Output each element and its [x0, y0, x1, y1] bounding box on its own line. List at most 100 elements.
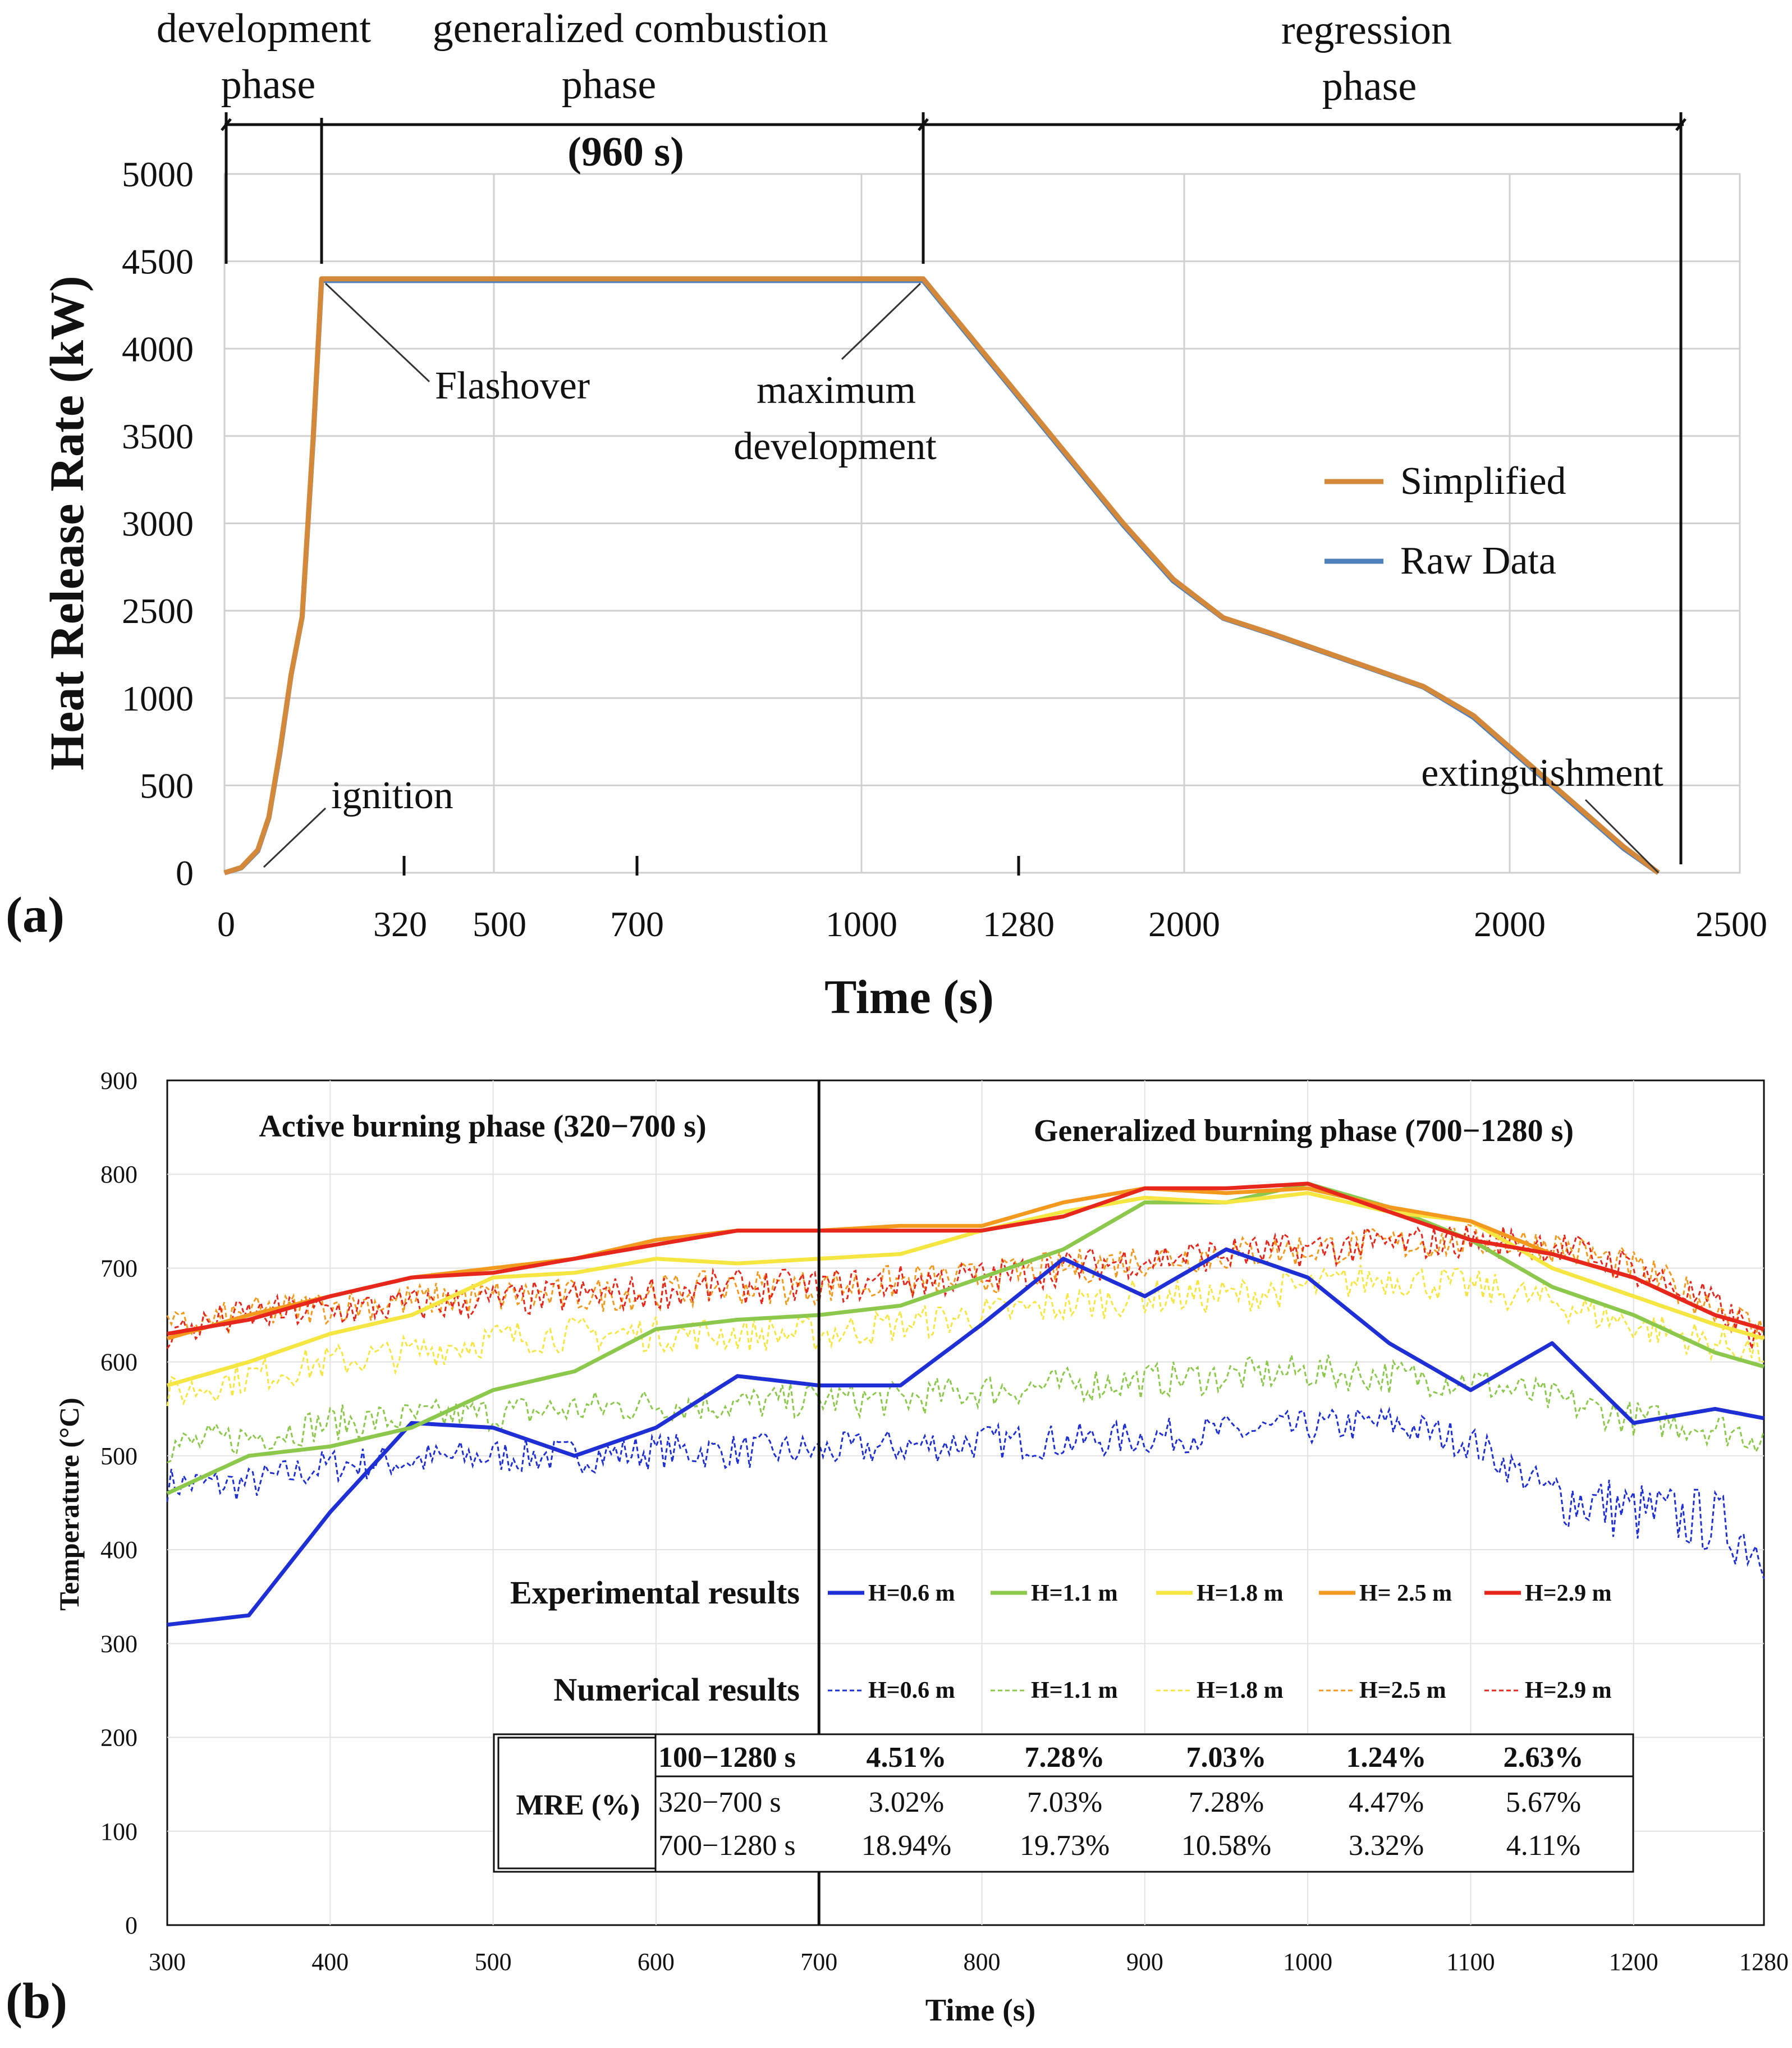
phase-generalized-line2: phase: [562, 62, 657, 108]
legend-experimental-title: Experimental results: [510, 1574, 800, 1611]
phase-generalized-duration: (960 s): [567, 129, 684, 175]
annotation-max-dev-1: maximum: [757, 369, 916, 412]
experimental-series-4: [167, 1181, 1764, 1336]
y-tick-label-a: 5000: [122, 154, 194, 194]
x-tick-label-b: 1200: [1609, 1948, 1658, 1976]
chart-b: 0 100 200 300 400 500 600 700 800 900 300 400 500 60…: [6, 1067, 1789, 2029]
x-tick-label-b: 1100: [1446, 1948, 1495, 1976]
numerical-series-2: [166, 1264, 1764, 1406]
x-tick-label-a: 2000: [1148, 904, 1220, 944]
numerical-series-4: [166, 1224, 1765, 1349]
chart-a-legend: Simplified Raw Data: [1324, 460, 1566, 583]
mre-cell: 19.73%: [1020, 1830, 1110, 1862]
legend-num-label: H=1.1 m: [1031, 1678, 1118, 1703]
legend-raw-label: Raw Data: [1400, 539, 1556, 583]
chart-a-y-axis-title: Heat Release Rate (kW): [40, 276, 94, 770]
y-tick-label-a: 4000: [122, 329, 194, 369]
mre-cell: 5.67%: [1506, 1786, 1581, 1818]
y-tick-label-b: 0: [125, 1912, 138, 1939]
experimental-series-0: [167, 1247, 1764, 1627]
legend-simplified-label: Simplified: [1400, 460, 1566, 503]
legend-exp-label: H=0.6 m: [868, 1580, 955, 1606]
phase-generalized-burning-label: Generalized burning phase (700−1280 s): [1034, 1114, 1574, 1148]
x-tick-label-b: 300: [149, 1948, 186, 1976]
y-tick-label-b: 100: [100, 1818, 138, 1845]
legend-numerical-title: Numerical results: [553, 1671, 800, 1708]
legend-num-label: H=2.5 m: [1359, 1678, 1446, 1703]
chart-a-phase-brackets: [221, 112, 1686, 864]
x-tick-label-a: 1280: [983, 904, 1055, 944]
y-tick-label-b: 800: [100, 1161, 138, 1188]
mre-period-label: 100−1280 s: [658, 1742, 796, 1774]
x-tick-label-a: 0: [217, 904, 235, 944]
chart-b-y-axis-title: Temperature (°C): [53, 1398, 85, 1611]
y-tick-label-b: 900: [100, 1067, 138, 1094]
mre-cell: 4.47%: [1349, 1786, 1424, 1818]
x-tick-label-a: 2000: [1474, 904, 1546, 944]
chart-b-x-axis-title: Time (s): [925, 1993, 1036, 2028]
mre-cell: 4.51%: [867, 1742, 947, 1774]
annotation-max-dev-2: development: [734, 425, 937, 468]
chart-a-y-tick-labels: 0 500 1000 2500 3000 3500 4000 4500 5000: [122, 154, 194, 893]
chart-a-x-axis-title: Time (s): [824, 970, 994, 1024]
x-tick-label-b: 900: [1126, 1948, 1163, 1976]
mre-cell: 7.28%: [1025, 1742, 1105, 1774]
legend-num-label: H=2.9 m: [1525, 1678, 1612, 1703]
bracket-tick-1: [221, 118, 232, 131]
x-tick-label-b: 800: [964, 1948, 1001, 1976]
mre-cell: 2.63%: [1504, 1742, 1584, 1774]
y-tick-label-b: 300: [100, 1630, 138, 1657]
chart-a: 0 500 1000 2500 3000 3500 4000 4500 5000 0 320 500…: [6, 6, 1767, 1024]
y-tick-label-b: 200: [100, 1724, 138, 1752]
extinguishment-leader: [1584, 799, 1660, 874]
mre-label: MRE (%): [516, 1789, 640, 1821]
annotation-ignition: ignition: [331, 774, 453, 817]
x-tick-label-a: 320: [373, 904, 427, 944]
mre-cell: 10.58%: [1181, 1830, 1271, 1862]
chart-a-x-tick-labels: 0 320 500 700 1000 1280 2000 2000 2500: [217, 856, 1767, 944]
mre-period-label: 700−1280 s: [658, 1830, 796, 1862]
mre-cell: 4.11%: [1506, 1830, 1580, 1862]
y-tick-label-a: 500: [140, 766, 194, 805]
phase-generalized-line1: generalized combustion: [433, 6, 828, 52]
bracket-tick-2: [918, 118, 929, 131]
x-tick-label-b: 500: [475, 1948, 512, 1976]
chart-b-legend-items: H=0.6 m H=1.1 m H=1.8 m H= 2.5 m H=2.9 m H=0.…: [828, 1580, 1612, 1703]
maxdev-leader: [841, 282, 922, 360]
mre-cell: 1.24%: [1346, 1742, 1427, 1774]
chart-b-x-tick-labels: 300 400 500 600 700 800 900 1000 1100 1200 1280: [149, 1948, 1789, 1976]
mre-cell: 3.32%: [1349, 1830, 1424, 1862]
y-tick-label-a: 2500: [122, 591, 194, 631]
y-tick-label-b: 400: [100, 1536, 138, 1564]
x-tick-label-b: 1000: [1283, 1948, 1332, 1976]
series-simplified-line: [223, 276, 1660, 876]
legend-exp-label: H=2.9 m: [1525, 1580, 1612, 1606]
phase-regression-line1: regression: [1281, 7, 1452, 53]
annotation-extinguishment: extinguishment: [1421, 752, 1663, 795]
experimental-series-1: [166, 1181, 1764, 1495]
chart-b-experimental-series: [166, 1181, 1764, 1627]
panel-label-a: (a): [6, 887, 65, 943]
y-tick-label-b: 700: [100, 1254, 138, 1282]
bracket-tick-3: [1675, 118, 1686, 131]
numerical-series-0: [166, 1406, 1765, 1579]
ignition-leader: [263, 807, 327, 868]
x-tick-label-a: 2500: [1695, 904, 1767, 944]
phase-active-burning-label: Active burning phase (320−700 s): [259, 1109, 706, 1144]
mre-cell: 7.03%: [1186, 1742, 1267, 1774]
chart-b-legend: Experimental results Numerical results H…: [510, 1574, 1612, 1708]
legend-num-label: H=0.6 m: [868, 1678, 955, 1703]
phase-development-line2: phase: [221, 62, 316, 108]
phase-regression-line2: phase: [1322, 63, 1417, 109]
phase-development-line1: development: [157, 6, 372, 52]
y-tick-label-a: 0: [176, 853, 194, 893]
panel-label-b: (b): [6, 1973, 67, 2029]
flashover-leader: [324, 282, 430, 383]
x-tick-label-b: 600: [638, 1948, 675, 1976]
y-tick-label-a: 4500: [122, 242, 194, 282]
mre-cell: 7.28%: [1189, 1786, 1264, 1818]
x-tick-label-a: 700: [610, 904, 664, 944]
mre-cell: 7.03%: [1027, 1786, 1102, 1818]
x-tick-label-b: 700: [800, 1948, 837, 1976]
